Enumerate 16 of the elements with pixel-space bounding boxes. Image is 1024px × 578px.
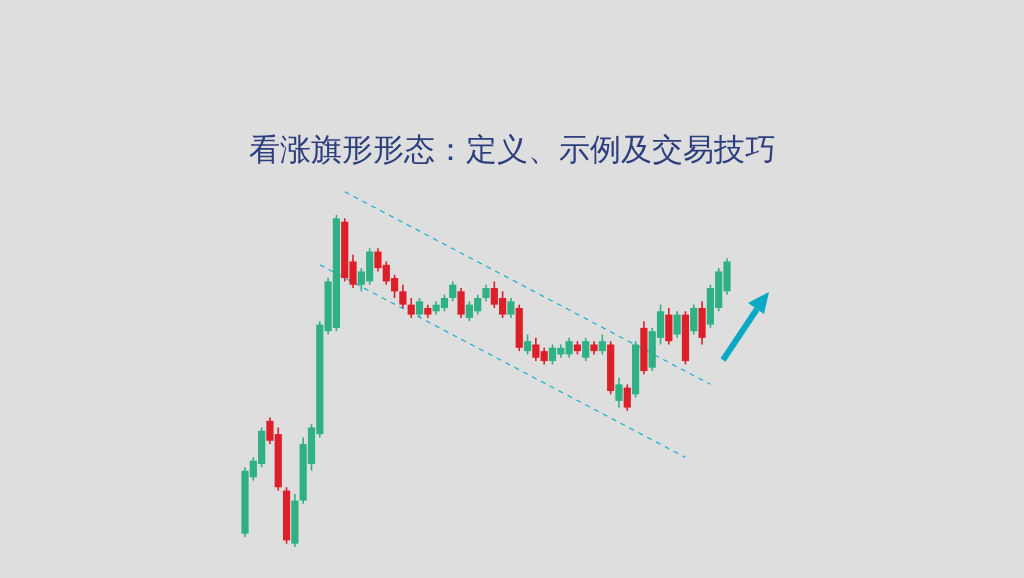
- candlestick: [673, 310, 681, 339]
- candlestick: [615, 376, 623, 409]
- candlestick: [457, 287, 465, 319]
- chart-title: 看涨旗形形态：定义、示例及交易技巧: [248, 131, 776, 167]
- candlestick: [565, 337, 573, 359]
- candlestick: [598, 333, 606, 356]
- candlestick: [407, 297, 415, 319]
- candlestick: [399, 283, 407, 309]
- candlestick: [415, 297, 424, 319]
- candlestick: [690, 303, 698, 336]
- candlestick: [507, 297, 515, 319]
- candlestick: [523, 333, 532, 356]
- candlestick: [532, 337, 540, 362]
- candlestick: [582, 337, 590, 362]
- candlestick: [623, 383, 631, 412]
- candlestick: [449, 280, 457, 303]
